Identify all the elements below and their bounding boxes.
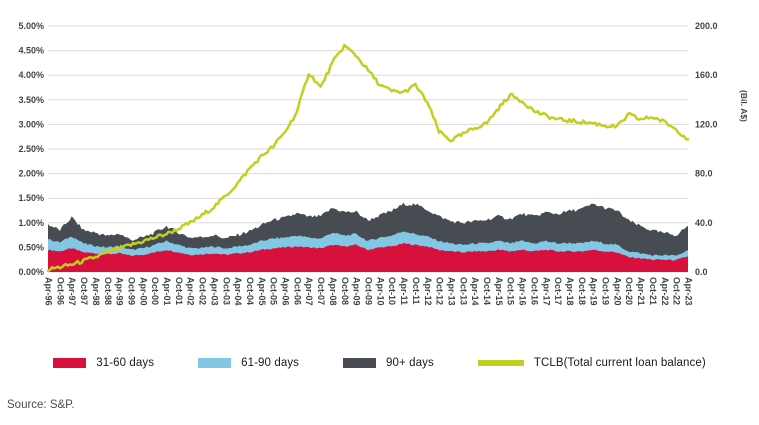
svg-text:Oct-97: Oct-97 bbox=[79, 277, 89, 305]
svg-text:Oct-08: Oct-08 bbox=[340, 277, 350, 305]
svg-text:Apr-08: Apr-08 bbox=[328, 277, 338, 306]
svg-text:120.0: 120.0 bbox=[695, 119, 718, 129]
svg-text:0.50%: 0.50% bbox=[18, 242, 44, 252]
svg-text:Oct-98: Oct-98 bbox=[103, 277, 113, 305]
svg-text:Apr-16: Apr-16 bbox=[518, 277, 528, 306]
svg-text:Oct-21: Oct-21 bbox=[648, 277, 658, 305]
legend-item-90plus: 90+ days bbox=[343, 357, 434, 369]
svg-text:Apr-09: Apr-09 bbox=[352, 277, 362, 306]
svg-text:1.00%: 1.00% bbox=[18, 218, 44, 228]
svg-text:Oct-12: Oct-12 bbox=[435, 277, 445, 305]
svg-text:Apr-12: Apr-12 bbox=[423, 277, 433, 306]
legend-item-tclb: TCLB(Total current loan balance) bbox=[477, 357, 706, 369]
svg-text:Apr-17: Apr-17 bbox=[541, 277, 551, 306]
svg-text:Oct-01: Oct-01 bbox=[174, 277, 184, 305]
svg-text:Apr-19: Apr-19 bbox=[589, 277, 599, 306]
svg-text:80.0: 80.0 bbox=[695, 169, 713, 179]
legend: 31-60 days 61-90 days 90+ days TCLB(Tota… bbox=[0, 357, 759, 369]
legend-swatch-31-60 bbox=[53, 358, 87, 368]
svg-text:Oct-03: Oct-03 bbox=[221, 277, 231, 305]
svg-text:Apr-18: Apr-18 bbox=[565, 277, 575, 306]
svg-text:4.50%: 4.50% bbox=[18, 46, 44, 56]
svg-text:Apr-03: Apr-03 bbox=[209, 277, 219, 306]
svg-text:Oct-22: Oct-22 bbox=[672, 277, 682, 305]
svg-text:Oct-13: Oct-13 bbox=[458, 277, 468, 305]
svg-text:Apr-98: Apr-98 bbox=[91, 277, 101, 306]
legend-label-tclb: TCLB(Total current loan balance) bbox=[533, 357, 706, 369]
svg-text:40.0: 40.0 bbox=[695, 218, 713, 228]
svg-text:1.50%: 1.50% bbox=[18, 193, 44, 203]
source-note: Source: S&P. bbox=[7, 399, 75, 411]
svg-text:Oct-20: Oct-20 bbox=[624, 277, 634, 305]
legend-label-61-90: 61-90 days bbox=[241, 357, 300, 369]
svg-text:Oct-99: Oct-99 bbox=[126, 277, 136, 305]
svg-text:Oct-14: Oct-14 bbox=[482, 277, 492, 305]
svg-text:Apr-13: Apr-13 bbox=[446, 277, 456, 306]
svg-text:Apr-01: Apr-01 bbox=[162, 277, 172, 306]
svg-text:Apr-07: Apr-07 bbox=[304, 277, 314, 306]
svg-text:3.00%: 3.00% bbox=[18, 119, 44, 129]
svg-text:Apr-99: Apr-99 bbox=[115, 277, 125, 306]
svg-text:Apr-20: Apr-20 bbox=[612, 277, 622, 306]
svg-text:Oct-05: Oct-05 bbox=[269, 277, 279, 305]
legend-label-31-60: 31-60 days bbox=[96, 357, 155, 369]
svg-text:Apr-96: Apr-96 bbox=[44, 277, 54, 306]
svg-text:Apr-14: Apr-14 bbox=[470, 277, 480, 306]
svg-text:Oct-07: Oct-07 bbox=[316, 277, 326, 305]
svg-text:Apr-02: Apr-02 bbox=[186, 277, 196, 306]
svg-text:Apr-00: Apr-00 bbox=[138, 277, 148, 306]
svg-text:Apr-04: Apr-04 bbox=[233, 277, 243, 306]
svg-text:0.0: 0.0 bbox=[695, 267, 708, 277]
svg-text:Apr-06: Apr-06 bbox=[281, 277, 291, 306]
svg-text:Apr-97: Apr-97 bbox=[67, 277, 77, 306]
svg-text:3.50%: 3.50% bbox=[18, 95, 44, 105]
svg-text:Oct-15: Oct-15 bbox=[506, 277, 516, 305]
svg-text:Oct-18: Oct-18 bbox=[577, 277, 587, 305]
svg-text:Apr-05: Apr-05 bbox=[257, 277, 267, 306]
svg-text:Apr-22: Apr-22 bbox=[660, 277, 670, 306]
combo-chart: 5.00% 4.50% 4.00% 3.50% 3.00% 2.50% 2.00% 1.50%… bbox=[18, 21, 749, 306]
svg-text:Apr-23: Apr-23 bbox=[684, 277, 694, 306]
svg-text:Oct-96: Oct-96 bbox=[55, 277, 65, 305]
svg-text:4.00%: 4.00% bbox=[18, 70, 44, 80]
svg-text:Oct-10: Oct-10 bbox=[387, 277, 397, 305]
legend-label-90plus: 90+ days bbox=[386, 357, 434, 369]
svg-text:(Bil. A$): (Bil. A$) bbox=[739, 90, 749, 122]
svg-text:Oct-16: Oct-16 bbox=[529, 277, 539, 305]
legend-item-61-90: 61-90 days bbox=[198, 357, 299, 369]
svg-text:5.00%: 5.00% bbox=[18, 21, 44, 31]
legend-swatch-90plus bbox=[343, 358, 377, 368]
svg-text:Oct-11: Oct-11 bbox=[411, 277, 421, 305]
svg-text:Apr-21: Apr-21 bbox=[636, 277, 646, 306]
svg-text:200.0: 200.0 bbox=[695, 21, 718, 31]
svg-text:Oct-04: Oct-04 bbox=[245, 277, 255, 305]
svg-text:Oct-02: Oct-02 bbox=[198, 277, 208, 305]
svg-text:Oct-17: Oct-17 bbox=[553, 277, 563, 305]
svg-text:2.50%: 2.50% bbox=[18, 144, 44, 154]
svg-text:Oct-09: Oct-09 bbox=[364, 277, 374, 305]
svg-text:160.0: 160.0 bbox=[695, 70, 718, 80]
svg-text:Oct-00: Oct-00 bbox=[150, 277, 160, 305]
svg-text:Oct-06: Oct-06 bbox=[292, 277, 302, 305]
svg-text:Apr-10: Apr-10 bbox=[375, 277, 385, 306]
svg-text:0.00%: 0.00% bbox=[18, 267, 44, 277]
legend-swatch-tclb-line bbox=[477, 360, 524, 366]
svg-text:Apr-15: Apr-15 bbox=[494, 277, 504, 306]
svg-text:Apr-11: Apr-11 bbox=[399, 277, 409, 305]
svg-text:2.00%: 2.00% bbox=[18, 169, 44, 179]
legend-swatch-61-90 bbox=[198, 358, 232, 368]
svg-text:Oct-19: Oct-19 bbox=[601, 277, 611, 305]
legend-item-31-60: 31-60 days bbox=[53, 357, 154, 369]
